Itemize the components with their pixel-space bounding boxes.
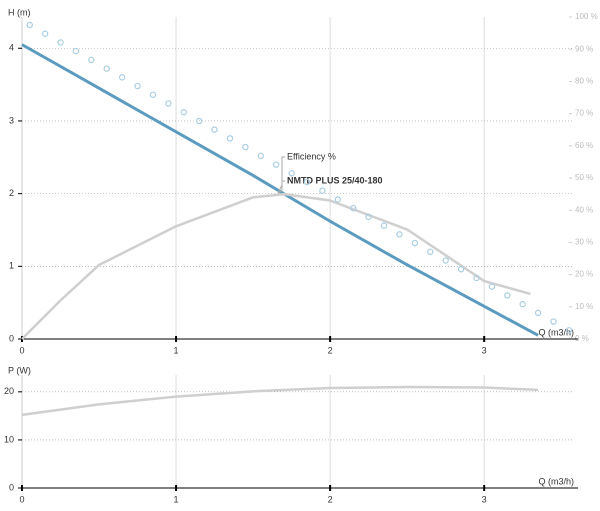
marker bbox=[534, 309, 542, 317]
y2-tick-label: 60 % bbox=[575, 141, 593, 150]
x-tick-label: 0 bbox=[19, 494, 24, 504]
y-tick-label: 3 bbox=[9, 115, 14, 125]
marker bbox=[427, 248, 434, 255]
marker bbox=[242, 143, 249, 151]
marker bbox=[103, 65, 110, 72]
marker bbox=[288, 170, 295, 177]
marker bbox=[396, 231, 403, 238]
marker bbox=[365, 213, 372, 221]
marker bbox=[165, 100, 172, 107]
y2-tick-label: 80 % bbox=[575, 77, 593, 86]
marker bbox=[72, 47, 80, 55]
marker bbox=[195, 117, 203, 125]
x-tick-label: 3 bbox=[482, 345, 487, 355]
x-tick-label: 3 bbox=[482, 494, 487, 504]
marker bbox=[226, 135, 234, 142]
series-label: NMTD PLUS 25/40-180 bbox=[287, 175, 383, 185]
y2-tick-label: 10 % bbox=[575, 302, 593, 311]
y2-tick-label: 20 % bbox=[575, 270, 593, 279]
marker bbox=[257, 152, 264, 160]
x-tick-label: 2 bbox=[328, 345, 333, 355]
marker bbox=[57, 39, 64, 46]
marker bbox=[565, 327, 573, 334]
y2-tick-label: 30 % bbox=[575, 238, 593, 247]
marker bbox=[334, 196, 342, 203]
x-tick-label: 1 bbox=[174, 494, 179, 504]
x-axis-label: Q (m3/h) bbox=[538, 327, 574, 337]
marker bbox=[211, 126, 218, 133]
y2-tick-label: 100 % bbox=[575, 12, 598, 21]
y-tick-label: 10 bbox=[4, 434, 14, 444]
marker bbox=[134, 82, 141, 90]
marker bbox=[303, 178, 311, 186]
y2-tick-label: 0 % bbox=[575, 334, 589, 343]
x-tick-label: 2 bbox=[328, 494, 333, 504]
leader-line bbox=[277, 156, 285, 194]
marker bbox=[504, 292, 511, 299]
y-tick-label: 2 bbox=[9, 188, 14, 198]
y-tick-label: 4 bbox=[9, 43, 14, 53]
x-tick-label: 1 bbox=[174, 345, 179, 355]
y2-tick-label: 90 % bbox=[575, 44, 593, 53]
series-line bbox=[21, 192, 531, 340]
marker bbox=[273, 161, 280, 168]
y-tick-label: 0 bbox=[9, 482, 14, 492]
marker bbox=[411, 239, 419, 247]
y-tick-label: 20 bbox=[4, 386, 14, 396]
x-tick-label: 0 bbox=[19, 345, 24, 355]
y-tick-label: 0 bbox=[9, 333, 14, 343]
series-label: Efficiency % bbox=[287, 151, 336, 161]
marker bbox=[442, 257, 449, 264]
y-tick-label: 1 bbox=[9, 261, 14, 271]
y2-tick-label: 50 % bbox=[575, 173, 593, 182]
marker bbox=[488, 283, 496, 290]
marker bbox=[149, 91, 157, 98]
marker bbox=[350, 204, 357, 212]
y-axis-label: H (m) bbox=[8, 7, 31, 17]
marker bbox=[473, 274, 480, 282]
marker bbox=[88, 56, 95, 64]
series-line bbox=[21, 385, 539, 417]
marker bbox=[519, 300, 526, 308]
marker bbox=[550, 318, 557, 325]
marker bbox=[319, 187, 326, 194]
marker bbox=[26, 21, 33, 29]
x-axis-label: Q (m3/h) bbox=[538, 476, 574, 486]
y2-tick-label: 40 % bbox=[575, 205, 593, 214]
marker bbox=[380, 222, 388, 229]
marker bbox=[41, 30, 49, 37]
marker bbox=[457, 266, 465, 273]
y2-tick-label: 70 % bbox=[575, 109, 593, 118]
marker bbox=[180, 109, 187, 116]
series-line bbox=[21, 43, 539, 337]
y-axis-label: P (W) bbox=[8, 365, 31, 375]
marker bbox=[118, 74, 126, 81]
